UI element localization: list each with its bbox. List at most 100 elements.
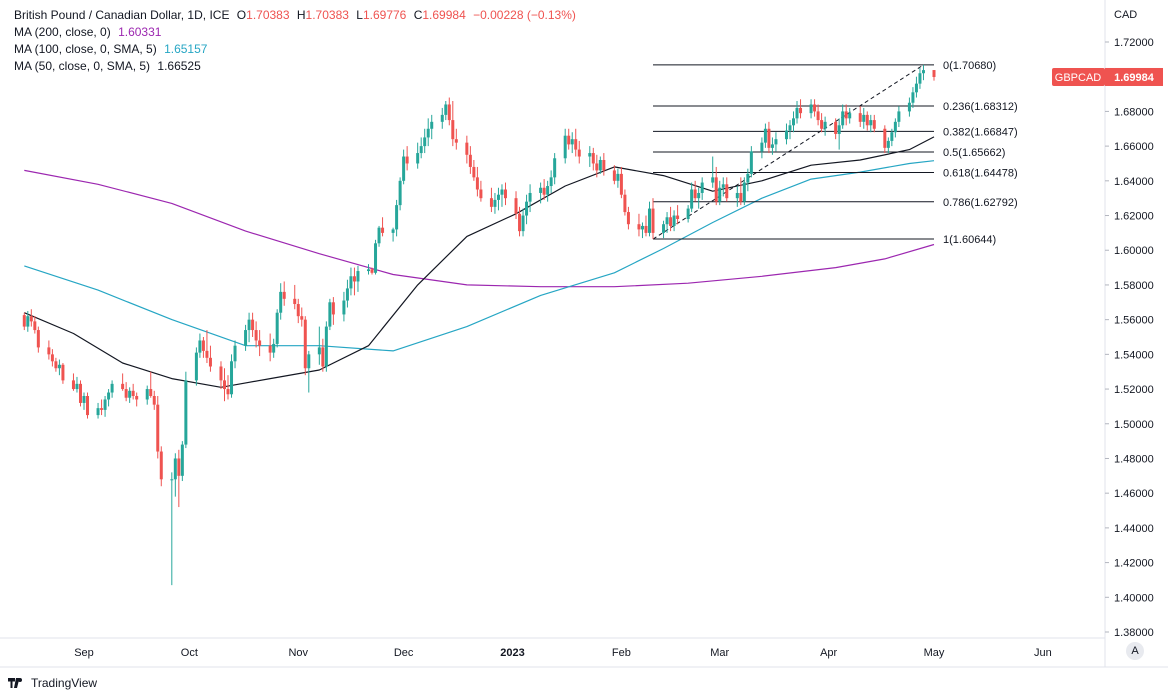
footer-brand[interactable]: TradingView <box>8 676 97 690</box>
low-value: 1.69776 <box>362 8 407 22</box>
candle-body <box>869 120 873 126</box>
candle-body <box>788 125 792 131</box>
candle-body <box>145 389 149 400</box>
high-label: H <box>296 8 306 22</box>
candle-body <box>792 118 796 126</box>
candle-body <box>665 217 669 225</box>
candle-body <box>616 173 620 181</box>
candle-body <box>848 113 852 119</box>
candle-body <box>574 139 578 150</box>
candle-body <box>349 276 353 289</box>
auto-scale-button[interactable]: A <box>1126 642 1144 660</box>
candle-body <box>296 304 300 317</box>
candle-body <box>219 366 223 381</box>
candle-body <box>770 144 774 148</box>
candle-body <box>542 187 546 195</box>
candle-body <box>103 399 107 410</box>
candle-body <box>275 312 279 344</box>
candle-body <box>784 130 788 140</box>
candle-body <box>718 187 722 202</box>
candle-body <box>282 291 286 299</box>
candle-body <box>29 316 33 322</box>
candle-body <box>496 194 500 200</box>
fib-level-label: 1(1.60644) <box>943 234 996 246</box>
ma200-legend[interactable]: MA (200, close, 0) 1.60331 <box>14 24 576 41</box>
candle-body <box>739 192 743 202</box>
currency-label: CAD <box>1114 9 1137 21</box>
ma100-legend[interactable]: MA (100, close, 0, SMA, 5) 1.65157 <box>14 41 576 58</box>
candle-body <box>528 192 532 202</box>
candle-body <box>47 347 51 355</box>
candle-body <box>419 146 423 154</box>
candle-body <box>170 479 174 481</box>
candle-body <box>518 213 522 232</box>
candle-body <box>735 192 739 199</box>
candle-body <box>272 343 276 353</box>
candle-body <box>914 83 918 93</box>
candle-body <box>440 114 444 122</box>
fib-level-label: 0.5(1.65662) <box>943 147 1005 159</box>
candle-body <box>577 149 581 157</box>
candle-body <box>398 180 402 206</box>
candle-body <box>521 215 525 232</box>
candle-body <box>890 132 894 141</box>
change-value: −0.00228 (−0.13%) <box>473 8 576 22</box>
candle-body <box>570 139 574 145</box>
candle-body <box>352 276 356 282</box>
symbol-price-tag <box>1052 67 1105 86</box>
candle-body <box>514 198 518 214</box>
y-tick-label: 1.64000 <box>1114 176 1154 188</box>
candle-body <box>475 177 479 190</box>
fib-level-label: 0.382(1.66847) <box>943 126 1018 138</box>
candle-body <box>711 177 715 183</box>
candle-body <box>763 128 767 143</box>
candle-body <box>82 396 86 403</box>
candle-body <box>377 227 381 244</box>
x-tick-label: Dec <box>394 647 414 659</box>
candle-body <box>152 396 156 405</box>
y-tick-label: 1.46000 <box>1114 488 1154 500</box>
y-tick-label: 1.66000 <box>1114 141 1154 153</box>
y-tick-label: 1.56000 <box>1114 315 1154 327</box>
candle-body <box>697 192 701 199</box>
candle-body <box>911 92 915 103</box>
candle-body <box>626 212 630 225</box>
candle-body <box>816 111 820 121</box>
candle-body <box>588 153 592 157</box>
candle-body <box>342 300 346 315</box>
tradingview-logo-icon <box>8 678 22 688</box>
fib-trend-line <box>652 64 924 240</box>
x-tick-label: 2023 <box>500 647 524 659</box>
candle-body <box>489 198 493 207</box>
y-tick-label: 1.68000 <box>1114 106 1154 118</box>
low-label: L <box>356 8 363 22</box>
candle-body <box>525 201 529 216</box>
y-tick-label: 1.60000 <box>1114 245 1154 257</box>
candle-body <box>553 158 557 178</box>
candle-body <box>75 383 79 390</box>
ma50-legend[interactable]: MA (50, close, 0, SMA, 5) 1.66525 <box>14 58 576 75</box>
candle-body <box>131 390 135 396</box>
candle-body <box>233 345 237 362</box>
ma100-line <box>24 160 935 352</box>
candle-body <box>451 120 455 140</box>
candle-body <box>872 120 876 129</box>
candle-body <box>644 225 648 233</box>
candle-body <box>208 357 212 367</box>
candle-body <box>426 128 430 138</box>
y-tick-label: 1.50000 <box>1114 419 1154 431</box>
candle-body <box>619 173 623 195</box>
ma100-value: 1.65157 <box>164 42 208 56</box>
candle-body <box>595 163 599 171</box>
candle-body <box>647 208 651 233</box>
candle-body <box>809 104 813 114</box>
candle-body <box>472 166 476 178</box>
ma200-value: 1.60331 <box>118 25 162 39</box>
open-label: O <box>236 8 247 22</box>
candle-body <box>226 389 230 395</box>
candle-body <box>690 189 694 209</box>
candle-body <box>454 139 458 143</box>
candle-body <box>254 330 258 341</box>
